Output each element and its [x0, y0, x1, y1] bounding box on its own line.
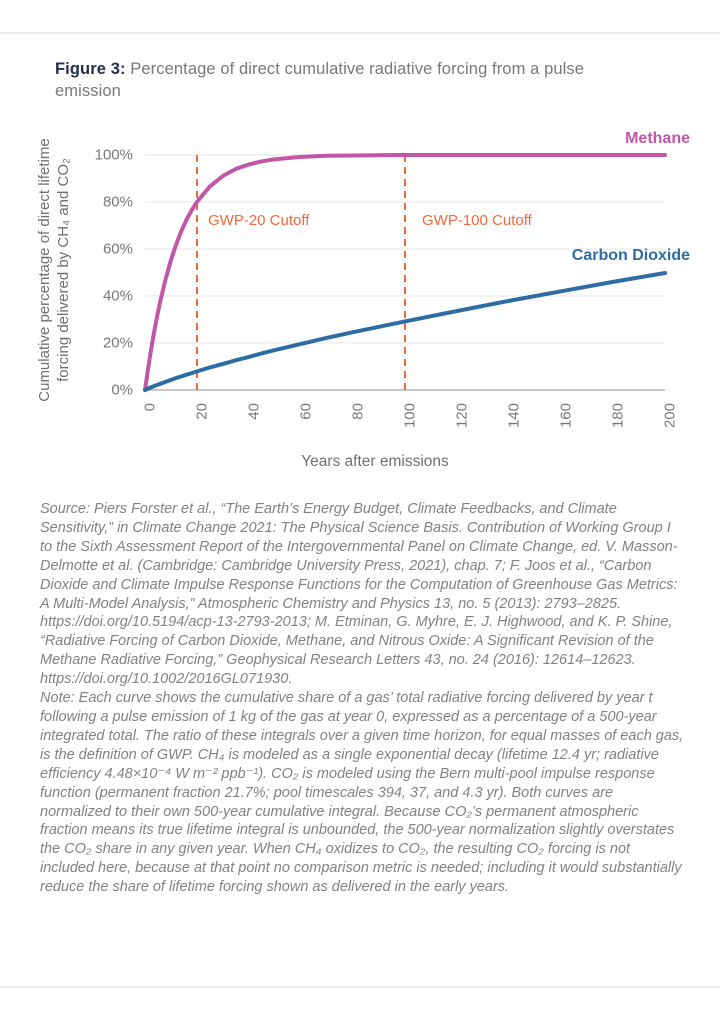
x-tick-label-180: 180 — [610, 403, 627, 428]
x-tick-label-200: 200 — [662, 403, 679, 428]
y-tick-label-20: 20% — [103, 335, 133, 352]
figure-number-label: Figure 3: — [55, 60, 126, 78]
note-paragraph: Note: Each curve shows the cumulative sh… — [40, 690, 684, 896]
y-tick-label-40: 40% — [103, 288, 133, 305]
x-tick-label-0: 0 — [142, 403, 159, 411]
y-tick-label-80: 80% — [103, 194, 133, 211]
forcing-chart: 0% 20% 40% 60% 80% 100% 0 20 40 60 80 100 120 140 160 1… — [95, 130, 690, 470]
x-tick-label-80: 80 — [350, 403, 367, 420]
source-paragraph: Source: Piers Forster et al., “The Earth… — [40, 501, 678, 688]
y-tick-label-0: 0% — [111, 382, 133, 399]
x-tick-label-60: 60 — [298, 403, 315, 420]
gwp100-cutoff-label: GWP-100 Cutoff — [422, 212, 533, 229]
figure-title: Figure 3: Percentage of direct cumulativ… — [55, 58, 645, 102]
x-tick-label-160: 160 — [558, 403, 575, 428]
x-tick-label-140: 140 — [506, 403, 523, 428]
x-tick-label-40: 40 — [246, 403, 263, 420]
gwp20-cutoff-label: GWP-20 Cutoff — [208, 212, 310, 229]
caption-block: Source: Piers Forster et al., “The Earth… — [40, 500, 684, 897]
y-tick-label-60: 60% — [103, 241, 133, 258]
methane-curve — [143, 153, 667, 392]
y-tick-label-100: 100% — [95, 147, 133, 164]
methane-series-label: Methane — [625, 130, 690, 147]
chart-annotations: Methane Carbon Dioxide GWP-20 Cutoff GWP… — [208, 130, 690, 470]
bottom-divider — [0, 986, 720, 988]
chart-area: Cumulative percentage of direct lifetime… — [30, 118, 720, 470]
x-tick-label-100: 100 — [402, 403, 419, 428]
x-tick-label-20: 20 — [194, 403, 211, 420]
figure-title-text: Percentage of direct cumulative radiativ… — [55, 60, 585, 100]
carbon-dioxide-curve — [143, 271, 667, 392]
top-divider — [0, 32, 720, 34]
x-axis-title: Years after emissions — [301, 453, 449, 470]
co2-series-label: Carbon Dioxide — [572, 247, 690, 264]
x-tick-label-120: 120 — [454, 403, 471, 428]
